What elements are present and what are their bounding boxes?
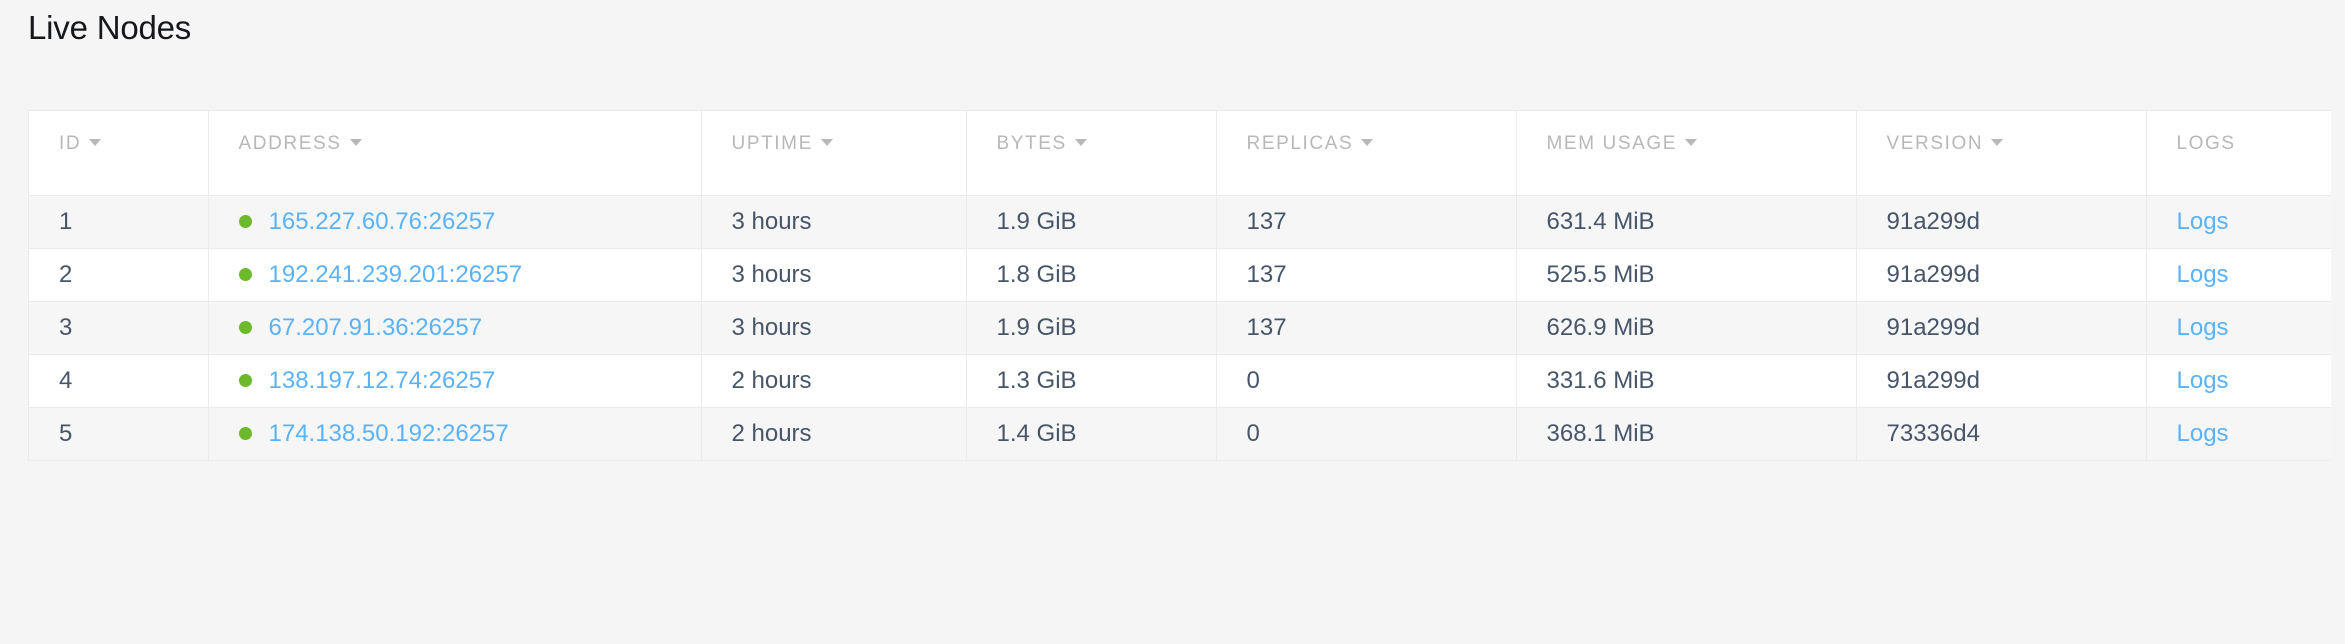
cell-logs: Logs: [2146, 406, 2331, 460]
column-header-label-uptime: UPTIME: [731, 132, 813, 154]
cell-replicas: 137: [1216, 300, 1517, 354]
sort-caret-down-icon[interactable]: [349, 138, 362, 146]
cell-bytes: 1.9 GiB: [966, 194, 1217, 248]
logs-link[interactable]: Logs: [2176, 260, 2229, 288]
cell-id: 1: [29, 194, 209, 248]
cell-mem-usage: 525.5 MiB: [1516, 247, 1857, 301]
cell-logs: Logs: [2146, 300, 2331, 354]
status-dot-icon: [238, 268, 252, 281]
column-header-label-mem-usage: MEM USAGE: [1546, 132, 1678, 154]
status-dot-icon: [238, 321, 252, 334]
column-header-label-replicas: REPLICAS: [1246, 132, 1354, 154]
column-header-bytes[interactable]: BYTES: [966, 111, 1217, 195]
cell-uptime: 3 hours: [701, 300, 967, 354]
node-address-link[interactable]: 192.241.239.201:26257: [268, 260, 523, 288]
cell-version: 91a299d: [1856, 194, 2147, 248]
cell-id: 5: [29, 406, 209, 460]
cell-address: 174.138.50.192:26257: [208, 406, 702, 460]
sort-caret-down-icon[interactable]: [89, 138, 102, 146]
cell-version: 91a299d: [1856, 247, 2147, 301]
cell-replicas: 137: [1216, 194, 1517, 248]
sort-caret-down-icon[interactable]: [1074, 138, 1087, 146]
cell-address: 192.241.239.201:26257: [208, 247, 702, 301]
sort-caret-down-icon[interactable]: [1361, 138, 1374, 146]
cell-logs: Logs: [2146, 353, 2331, 407]
cell-uptime: 3 hours: [701, 194, 967, 248]
status-dot-icon: [238, 215, 252, 228]
column-header-uptime[interactable]: UPTIME: [701, 111, 967, 195]
cell-bytes: 1.8 GiB: [966, 247, 1217, 301]
column-header-label-bytes: BYTES: [996, 132, 1067, 154]
node-address-link[interactable]: 165.227.60.76:26257: [268, 207, 496, 235]
cell-logs: Logs: [2146, 194, 2331, 248]
table-row: 3 67.207.91.36:26257 3 hours 1.9 GiB 137…: [29, 300, 2331, 354]
cell-id: 4: [29, 353, 209, 407]
table-row: 2 192.241.239.201:26257 3 hours 1.8 GiB …: [29, 247, 2331, 301]
node-address-link[interactable]: 67.207.91.36:26257: [268, 313, 483, 341]
status-dot-icon: [238, 427, 252, 441]
cell-address: 138.197.12.74:26257: [208, 353, 702, 407]
table-row: 4 138.197.12.74:26257 2 hours 1.3 GiB 0 …: [29, 353, 2331, 407]
cell-replicas: 0: [1216, 406, 1517, 460]
column-header-version[interactable]: VERSION: [1856, 111, 2147, 195]
page-title: Live Nodes: [28, 9, 192, 46]
cell-uptime: 2 hours: [701, 406, 967, 460]
cell-version: 91a299d: [1856, 353, 2147, 407]
node-address-link[interactable]: 174.138.50.192:26257: [268, 419, 509, 447]
live-nodes-table-container: ID ADDRESS UPTIME BYTES REPLICAS MEM USA…: [28, 110, 2331, 461]
cell-replicas: 0: [1216, 353, 1517, 407]
table-row: 5 174.138.50.192:26257 2 hours 1.4 GiB 0…: [29, 406, 2331, 460]
cell-address: 67.207.91.36:26257: [208, 300, 702, 354]
column-header-id[interactable]: ID: [29, 111, 209, 195]
column-header-label-version: VERSION: [1886, 132, 1984, 154]
cell-version: 73336d4: [1856, 406, 2147, 460]
logs-link[interactable]: Logs: [2176, 419, 2229, 447]
status-dot-icon: [238, 374, 252, 387]
cell-version: 91a299d: [1856, 300, 2147, 354]
node-address-link[interactable]: 138.197.12.74:26257: [268, 366, 496, 394]
cell-id: 3: [29, 300, 209, 354]
cell-bytes: 1.3 GiB: [966, 353, 1217, 407]
column-header-replicas[interactable]: REPLICAS: [1216, 111, 1517, 195]
table-row: 1 165.227.60.76:26257 3 hours 1.9 GiB 13…: [29, 194, 2331, 248]
cell-replicas: 137: [1216, 247, 1517, 301]
live-nodes-table: ID ADDRESS UPTIME BYTES REPLICAS MEM USA…: [29, 111, 2331, 460]
logs-link[interactable]: Logs: [2176, 366, 2229, 394]
cell-id: 2: [29, 247, 209, 301]
column-header-label-logs: LOGS: [2176, 132, 2236, 154]
cell-bytes: 1.4 GiB: [966, 406, 1217, 460]
sort-caret-down-icon[interactable]: [1991, 138, 2004, 146]
cell-mem-usage: 368.1 MiB: [1516, 406, 1857, 460]
column-header-label-id: ID: [59, 132, 82, 154]
table-header-row: ID ADDRESS UPTIME BYTES REPLICAS MEM USA…: [29, 111, 2331, 195]
cell-uptime: 2 hours: [701, 353, 967, 407]
cell-mem-usage: 331.6 MiB: [1516, 353, 1857, 407]
cell-bytes: 1.9 GiB: [966, 300, 1217, 354]
column-header-logs: LOGS: [2146, 111, 2331, 195]
column-header-mem-usage[interactable]: MEM USAGE: [1516, 111, 1857, 195]
cell-mem-usage: 631.4 MiB: [1516, 194, 1857, 248]
cell-mem-usage: 626.9 MiB: [1516, 300, 1857, 354]
column-header-label-address: ADDRESS: [238, 132, 342, 154]
logs-link[interactable]: Logs: [2176, 313, 2229, 341]
cell-uptime: 3 hours: [701, 247, 967, 301]
table-body: 1 165.227.60.76:26257 3 hours 1.9 GiB 13…: [29, 194, 2331, 460]
cell-address: 165.227.60.76:26257: [208, 194, 702, 248]
sort-caret-down-icon[interactable]: [1685, 138, 1698, 146]
sort-caret-down-icon[interactable]: [820, 138, 833, 146]
logs-link[interactable]: Logs: [2176, 207, 2229, 235]
cell-logs: Logs: [2146, 247, 2331, 301]
table-header: ID ADDRESS UPTIME BYTES REPLICAS MEM USA…: [29, 111, 2331, 195]
column-header-address[interactable]: ADDRESS: [208, 111, 702, 195]
